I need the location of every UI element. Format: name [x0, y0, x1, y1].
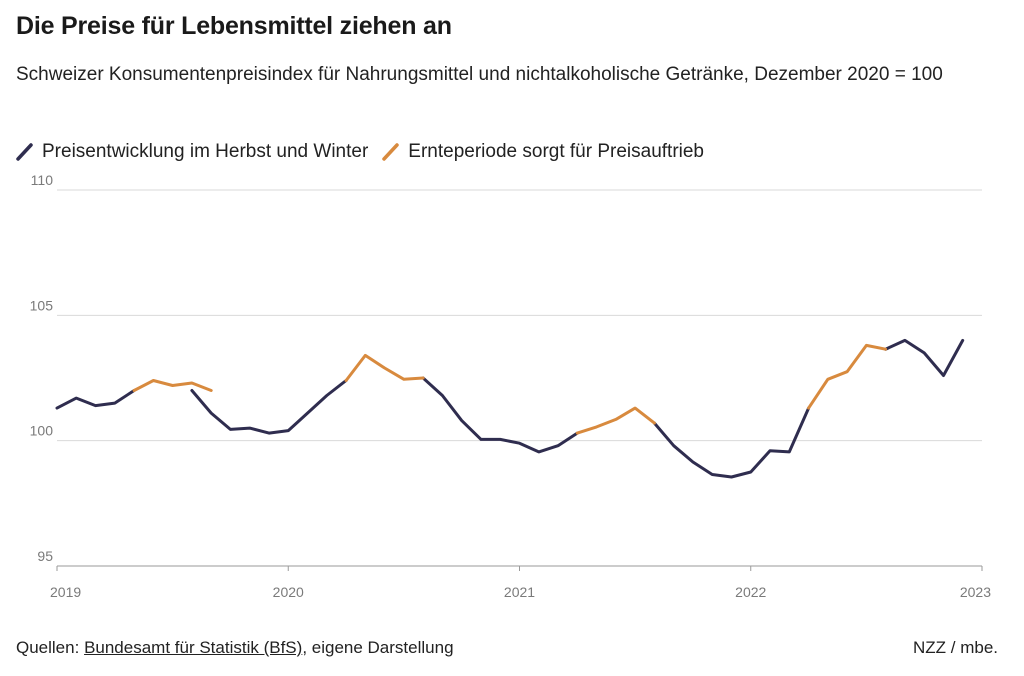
legend-label: Preisentwicklung im Herbst und Winter: [42, 141, 369, 162]
x-tick-label: 2020: [273, 584, 304, 600]
line-swatch-icon: [16, 143, 33, 161]
x-tick-label: 2019: [50, 584, 81, 600]
source-suffix: , eigene Darstellung: [302, 638, 454, 657]
series-line-segment: [421, 376, 579, 454]
credit: NZZ / mbe.: [912, 638, 998, 657]
line-chart: 95 100 105 110 2019 2020 2021 2022 2023: [30, 172, 992, 600]
chart-title: Die Preise für Lebensmittel ziehen an: [16, 12, 452, 40]
chart-subtitle: Schweizer Konsumentenpreisindex für Nahr…: [16, 64, 943, 85]
legend-item-herbst-winter: Preisentwicklung im Herbst und Winter: [16, 141, 368, 163]
legend-swatch-line: [382, 143, 400, 161]
legend-item-ernteperiode: Ernteperiode sorgt für Preisauftrieb: [382, 141, 704, 163]
line-swatch-icon: [382, 143, 400, 161]
series-line-segment: [884, 338, 965, 377]
source-note: Quellen: Bundesamt für Statistik (BfS), …: [16, 638, 454, 658]
series-line-segment: [652, 406, 811, 479]
y-tick-label: 95: [37, 548, 53, 564]
series-line-segment: [807, 343, 888, 410]
x-tick-label: 2022: [735, 584, 766, 600]
legend: Preisentwicklung im Herbst und Winter Er…: [16, 141, 718, 163]
y-tick-label: 100: [30, 423, 54, 439]
legend-swatch-line: [16, 143, 33, 161]
source-prefix: Quellen:: [16, 638, 80, 657]
series-line-segment: [132, 379, 213, 392]
series-line-segment: [575, 406, 656, 435]
y-tick-label: 110: [31, 172, 54, 188]
legend-label: Ernteperiode sorgt für Preisauftrieb: [408, 141, 705, 162]
x-tick-label: 2023: [960, 584, 991, 600]
x-tick-label: 2021: [504, 584, 535, 600]
series-line-segment: [55, 389, 136, 410]
series-line-segment: [190, 379, 348, 435]
series-line-segment: [344, 353, 425, 382]
y-tick-label: 105: [30, 297, 54, 313]
source-link[interactable]: Bundesamt für Statistik (BfS): [84, 638, 303, 657]
